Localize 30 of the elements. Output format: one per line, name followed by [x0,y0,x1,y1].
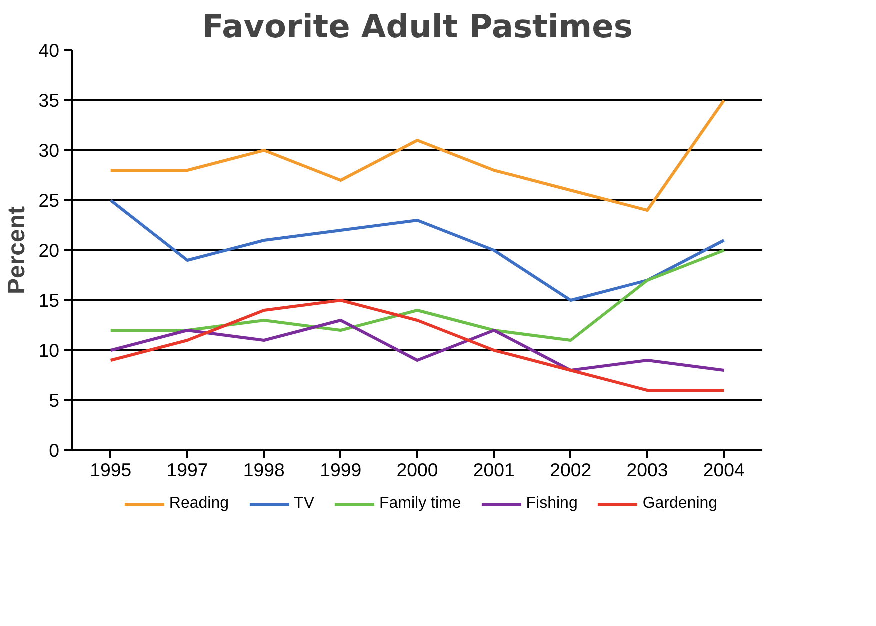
y-tick-label: 40 [38,40,60,61]
legend-label: TV [294,495,314,513]
x-tick-label: 1999 [320,460,362,480]
legend-label: Reading [169,495,230,513]
x-tick-label: 2002 [550,460,592,480]
line-series [109,199,726,302]
legend-label: Family time [379,495,462,513]
y-tick-label: 0 [49,440,60,461]
x-tick-label: 2000 [396,460,438,480]
line-series [109,249,726,342]
chart-title: Favorite Adult Pastimes [202,8,633,46]
line-series [109,99,726,212]
x-tick-label: 2001 [473,460,515,480]
legend-label: Fishing [526,495,578,513]
line-series [109,299,726,392]
y-tick-label: 15 [38,290,60,311]
x-tick-label: 2003 [626,460,668,480]
x-tick-label: 1995 [90,460,132,480]
x-tick-label: 2004 [703,460,745,480]
line-series [109,319,726,372]
y-tick-label: 30 [38,140,60,161]
y-axis-title: Percent [4,206,31,295]
x-tick-label: 1997 [166,460,208,480]
y-tick-label: 10 [38,340,60,361]
x-tick-label: 1998 [243,460,285,480]
y-tick-label: 35 [38,90,60,111]
legend-label: Gardening [642,495,718,513]
y-tick-label: 25 [38,190,60,211]
y-tick-label: 5 [49,390,60,411]
y-tick-label: 20 [38,240,60,261]
